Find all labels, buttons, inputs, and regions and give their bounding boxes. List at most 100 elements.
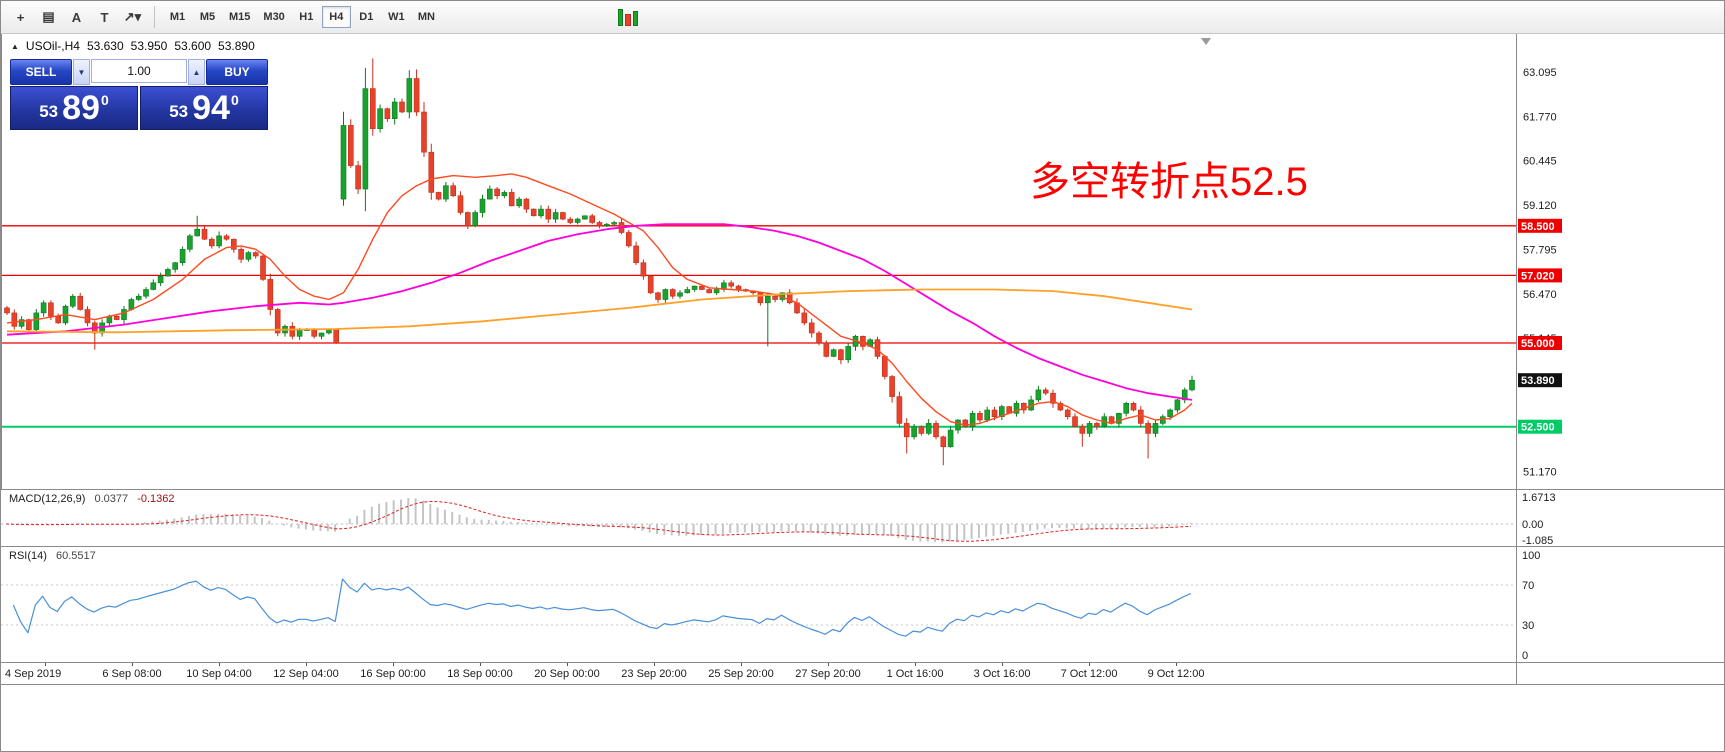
timeframe-w1[interactable]: W1 <box>382 6 411 28</box>
quote-bar: ▲ USOil-,H4 53.630 53.950 53.600 53.890 <box>11 39 255 53</box>
rsi-line <box>12 578 1192 637</box>
svg-text:70: 70 <box>1522 580 1534 592</box>
macd-signal-value: -0.1362 <box>137 493 175 505</box>
svg-text:1.6713: 1.6713 <box>1522 492 1556 504</box>
svg-text:0.00: 0.00 <box>1522 519 1543 531</box>
ma-slow <box>6 288 1193 334</box>
macd-canvas[interactable]: 1.6713 0.00 -1.085 <box>1 490 1725 546</box>
mini-bar-icon <box>618 9 624 26</box>
timeframe-m5[interactable]: M5 <box>193 6 222 28</box>
quote-open: 53.630 <box>86 39 124 53</box>
pane-divider[interactable] <box>1 489 1724 490</box>
time-label: 16 Sep 00:00 <box>360 668 426 680</box>
sell-price-display[interactable]: 53 89 0 <box>10 86 138 130</box>
time-tick <box>915 663 916 666</box>
buy-price-pips: 94 <box>192 89 230 127</box>
price-axis: 63.09561.77060.44559.12057.79556.47055.1… <box>1518 67 1562 478</box>
time-tick <box>654 663 655 666</box>
time-label: 20 Sep 00:00 <box>534 668 600 680</box>
timeframe-h4[interactable]: H4 <box>321 6 351 28</box>
timeframe-mn[interactable]: MN <box>412 6 441 28</box>
time-label: 25 Sep 20:00 <box>708 668 774 680</box>
price-chart-pane[interactable]: 63.09561.77060.44559.12057.79556.47055.1… <box>1 34 1725 489</box>
time-tick <box>132 663 133 666</box>
time-tick <box>1089 663 1090 666</box>
svg-text:55.000: 55.000 <box>1521 338 1555 350</box>
macd-histogram <box>12 498 1192 543</box>
toolbar-separator <box>154 6 155 28</box>
time-label: 1 Oct 16:00 <box>886 668 944 680</box>
time-tick <box>1176 663 1177 666</box>
macd-main-value: 0.0377 <box>94 493 129 505</box>
svg-text:-1.085: -1.085 <box>1522 535 1553 546</box>
buy-price-point: 0 <box>230 92 239 108</box>
timeframe-h1[interactable]: H1 <box>292 6 321 28</box>
buy-price-whole: 53 <box>169 102 189 121</box>
buy-button[interactable]: BUY <box>206 59 268 85</box>
time-tick <box>393 663 394 666</box>
time-label: 6 Sep 08:00 <box>102 668 162 680</box>
price-chart-canvas[interactable]: 63.09561.77060.44559.12057.79556.47055.1… <box>2 34 1725 489</box>
text-tool-icon[interactable]: A <box>63 5 90 29</box>
quote-close: 53.890 <box>218 39 255 53</box>
macd-title: MACD(12,26,9) <box>9 493 86 505</box>
candlestick-series <box>4 58 1195 466</box>
label-tool-icon[interactable]: T <box>91 5 118 29</box>
main-toolbar: + ▤ A T ↗▾ M1 M5 M15 M30 H1 H4 D1 W1 MN <box>1 1 1724 34</box>
time-tick <box>567 663 568 666</box>
sell-price-pips: 89 <box>62 89 100 127</box>
time-label: 27 Sep 20:00 <box>795 668 861 680</box>
svg-text:59.120: 59.120 <box>1523 200 1557 212</box>
buy-price-display[interactable]: 53 94 0 <box>140 86 268 130</box>
time-label: 7 Oct 12:00 <box>1060 668 1118 680</box>
volume-up-button[interactable]: ▲ <box>188 59 205 85</box>
crosshair-tool-icon[interactable]: + <box>7 5 34 29</box>
arrow-tools-icon[interactable]: ↗▾ <box>119 5 146 29</box>
svg-text:57.020: 57.020 <box>1521 270 1555 282</box>
time-tick <box>741 663 742 666</box>
svg-text:51.170: 51.170 <box>1523 466 1557 478</box>
chart-annotation-text[interactable]: 多空转折点52.5 <box>1030 160 1308 204</box>
time-tick <box>1002 663 1003 666</box>
timeframe-m1[interactable]: M1 <box>163 6 192 28</box>
timeframe-m15[interactable]: M15 <box>223 6 256 28</box>
macd-signal-line <box>5 500 1192 542</box>
rsi-value: 60.5517 <box>55 550 96 562</box>
horizontal-lines <box>2 225 1517 428</box>
chart-shift-marker <box>1201 38 1211 45</box>
volume-input[interactable] <box>91 59 187 83</box>
rsi-canvas[interactable]: 100 70 30 0 <box>1 547 1725 662</box>
ma-mid <box>6 223 1193 401</box>
trade-prices-row: 53 89 0 53 94 0 <box>10 86 268 130</box>
time-axis[interactable]: 4 Sep 2019 6 Sep 08:00 10 Sep 04:00 12 Sep … <box>1 663 1724 684</box>
macd-header: MACD(12,26,9) 0.0377 -0.1362 <box>9 493 181 505</box>
rsi-pane[interactable]: 100 70 30 0 RSI(14) 60.5517 <box>1 547 1725 662</box>
pane-divider <box>1 684 1724 685</box>
quote-high: 53.950 <box>130 39 168 53</box>
symbol-timeframe-label: USOil-,H4 <box>25 39 80 53</box>
sell-price-whole: 53 <box>39 102 59 121</box>
time-label: 4 Sep 2019 <box>5 668 62 680</box>
grid-tool-icon[interactable]: ▤ <box>35 5 62 29</box>
time-label: 9 Oct 12:00 <box>1147 668 1205 680</box>
sell-button[interactable]: SELL <box>10 59 72 85</box>
mini-bar-icon <box>625 14 631 26</box>
timeframe-m30[interactable]: M30 <box>257 6 290 28</box>
timeframe-d1[interactable]: D1 <box>352 6 381 28</box>
time-tick <box>828 663 829 666</box>
svg-text:53.890: 53.890 <box>1521 375 1555 387</box>
svg-text:61.770: 61.770 <box>1523 111 1557 123</box>
mini-chart-icon[interactable] <box>618 9 638 26</box>
pane-divider[interactable] <box>1 546 1724 547</box>
macd-pane[interactable]: 1.6713 0.00 -1.085 MACD(12,26,9) 0.0377 -0… <box>1 490 1725 546</box>
time-label: 18 Sep 00:00 <box>447 668 513 680</box>
mini-bar-icon <box>632 11 638 26</box>
pane-divider <box>1 662 1724 663</box>
sell-price-point: 0 <box>100 92 109 108</box>
quote-low: 53.600 <box>174 39 212 53</box>
volume-down-button[interactable]: ▼ <box>73 59 90 85</box>
time-label: 12 Sep 04:00 <box>273 668 339 680</box>
time-tick <box>480 663 481 666</box>
svg-text:52.500: 52.500 <box>1521 422 1555 434</box>
